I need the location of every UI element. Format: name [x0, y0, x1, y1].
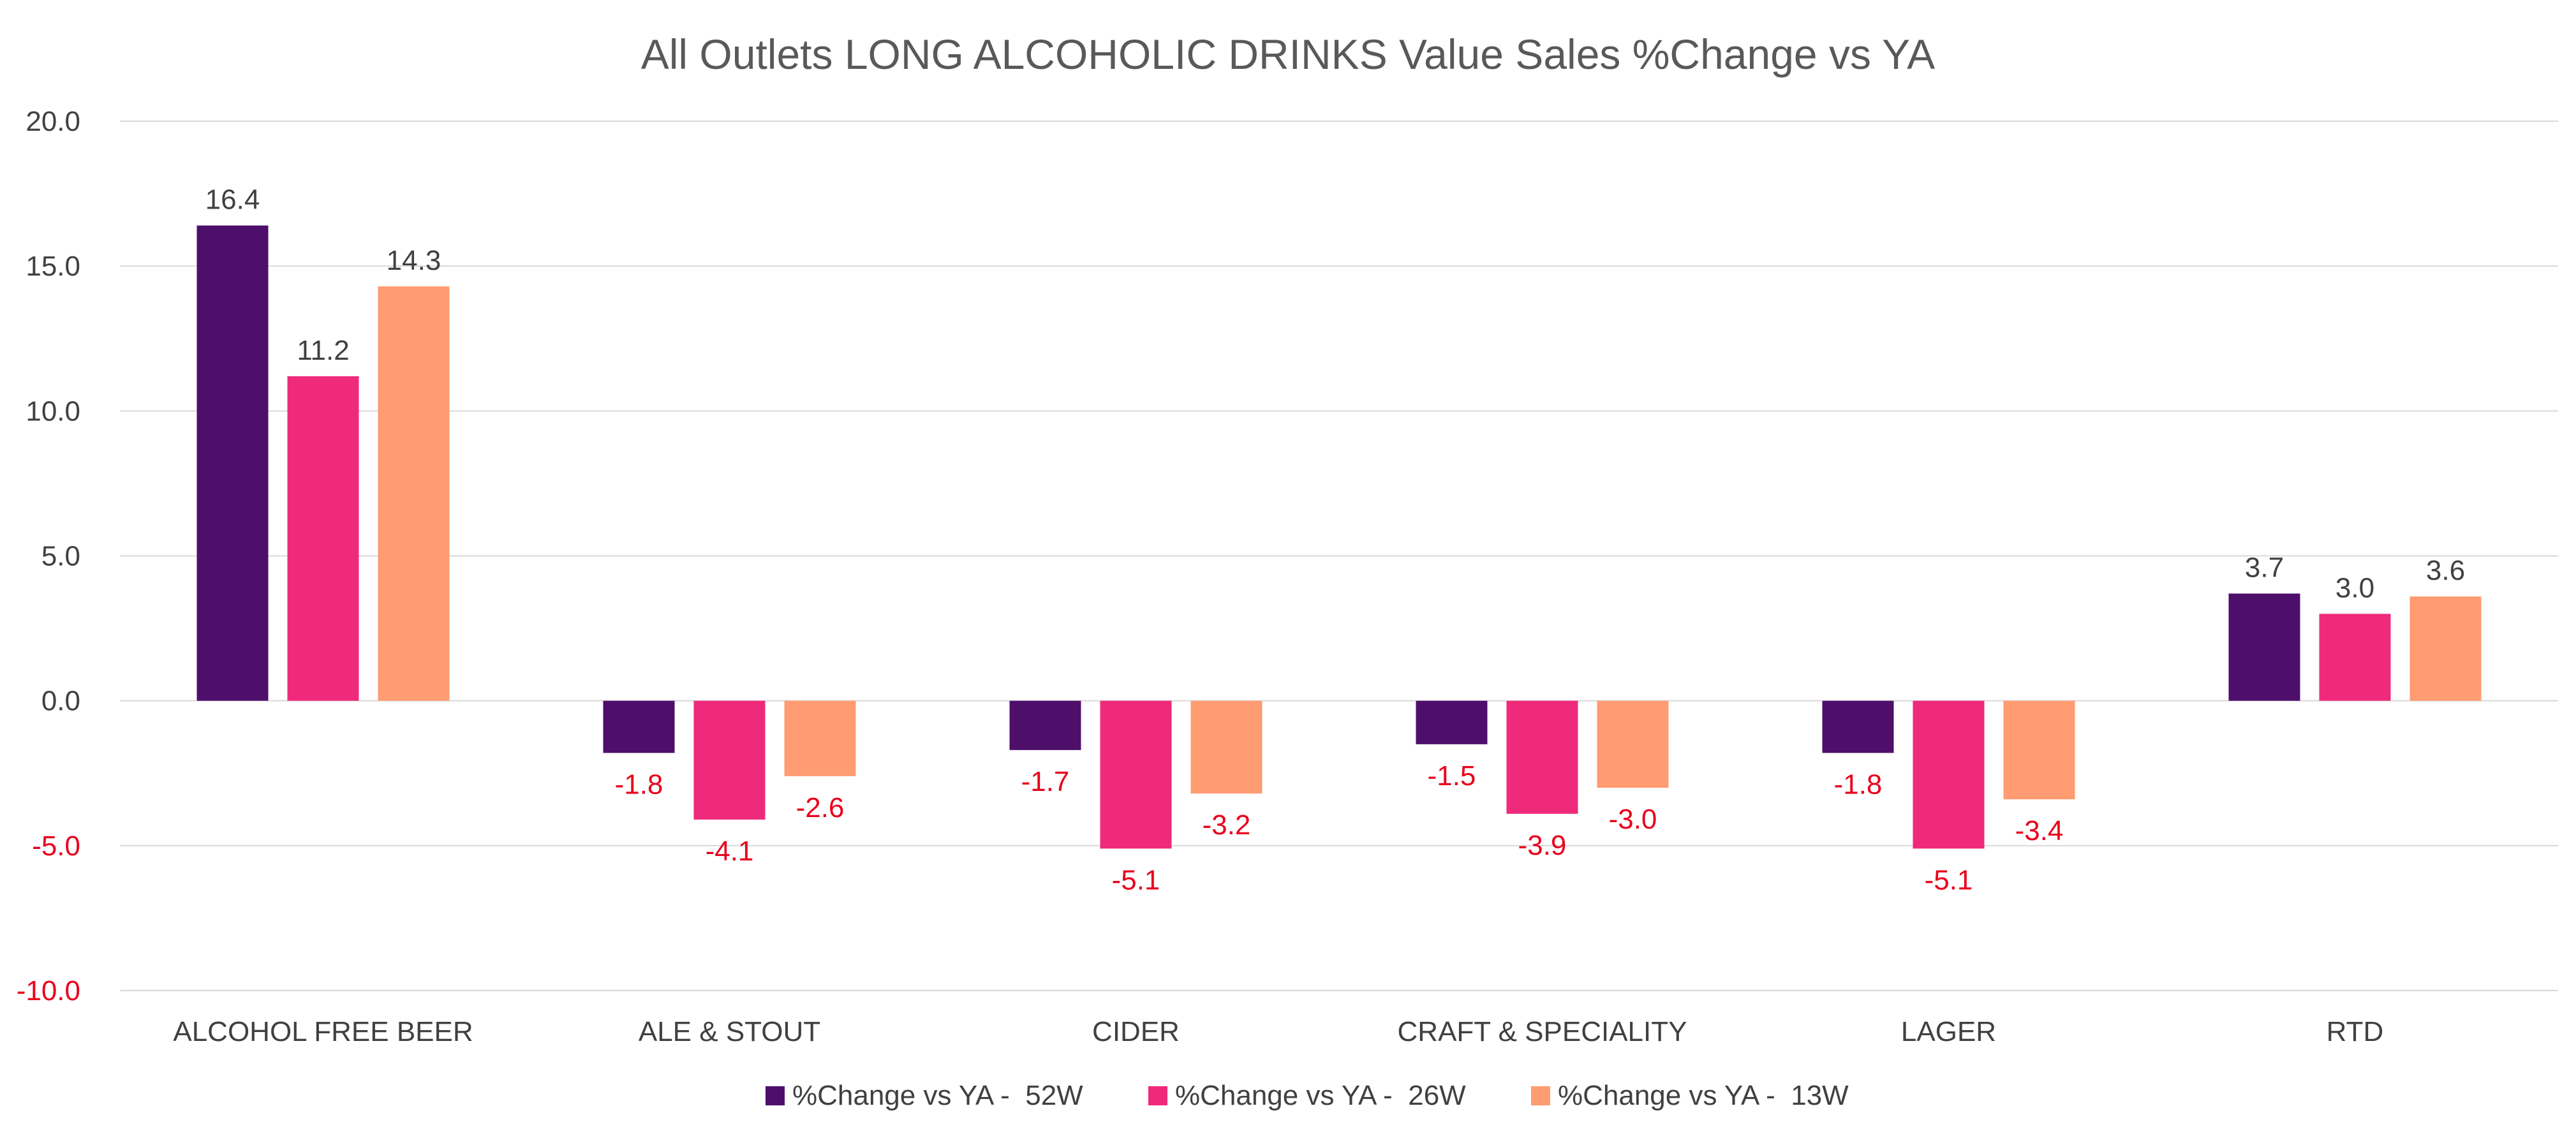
bar	[2003, 700, 2075, 800]
y-tick-label: 10.0	[26, 395, 80, 427]
y-tick-label: 0.0	[41, 686, 80, 717]
gridlines	[120, 121, 2558, 991]
legend-swatch	[1148, 1086, 1167, 1105]
bar	[1597, 700, 1669, 788]
data-label: 3.0	[2335, 572, 2374, 603]
data-label: -3.4	[2015, 815, 2064, 846]
chart-title: All Outlets LONG ALCOHOLIC DRINKS Value …	[641, 31, 1936, 78]
bar	[1100, 700, 1172, 849]
bars	[196, 225, 2482, 849]
bar	[196, 225, 269, 701]
data-label: -1.5	[1428, 760, 1476, 792]
bar	[1506, 700, 1578, 814]
bar	[378, 286, 450, 701]
data-label: -3.0	[1609, 804, 1657, 835]
x-tick-label: CIDER	[1092, 1016, 1180, 1047]
bar	[2319, 614, 2391, 701]
data-label: -3.2	[1203, 809, 1251, 841]
data-label: -5.1	[1925, 864, 1973, 896]
data-label: 14.3	[387, 245, 441, 276]
legend-label: %Change vs YA - 26W	[1175, 1080, 1466, 1111]
data-label: -4.1	[706, 836, 754, 867]
legend-label: %Change vs YA - 13W	[1558, 1080, 1849, 1111]
bar	[1822, 700, 1894, 753]
x-tick-label: CRAFT & SPECIALITY	[1398, 1016, 1687, 1047]
x-tick-label: ALCOHOL FREE BEER	[173, 1016, 473, 1047]
bar	[1913, 700, 1985, 849]
data-label: -3.9	[1518, 830, 1567, 861]
data-label: 3.7	[2245, 552, 2284, 584]
data-label: 3.6	[2426, 555, 2465, 586]
data-label: -1.7	[1021, 766, 1070, 797]
data-labels: 16.4 11.2 14.3 -1.8 -4.1 -2.6 -1.7 -5.1 -3.2 -1.5…	[205, 184, 2465, 896]
bar	[784, 700, 856, 776]
bar	[1190, 700, 1262, 794]
bar	[287, 376, 359, 701]
x-axis-ticks: ALCOHOL FREE BEER ALE & STOUT CIDER CRAFT &…	[173, 1016, 2383, 1047]
x-tick-label: ALE & STOUT	[639, 1016, 820, 1047]
bar	[1416, 700, 1488, 744]
data-label: -2.6	[796, 792, 845, 823]
bar	[693, 700, 766, 820]
bar	[1009, 700, 1081, 750]
data-label: -1.8	[1834, 769, 1883, 800]
bar	[2409, 596, 2482, 701]
y-axis-ticks: 20.0 15.0 10.0 5.0 0.0 -5.0 -10.0	[17, 106, 80, 1007]
y-tick-label: 15.0	[26, 251, 80, 282]
y-tick-label: 5.0	[41, 541, 80, 572]
y-tick-label: -5.0	[32, 830, 80, 862]
legend-swatch	[766, 1086, 785, 1105]
data-label: 11.2	[297, 335, 349, 366]
legend: %Change vs YA - 52W %Change vs YA - 26W %C…	[766, 1080, 1849, 1111]
x-tick-label: LAGER	[1901, 1016, 1996, 1047]
y-tick-label: -10.0	[17, 975, 80, 1007]
bar	[603, 700, 675, 753]
legend-label: %Change vs YA - 52W	[792, 1080, 1083, 1111]
data-label: -5.1	[1112, 864, 1160, 896]
y-tick-label: 20.0	[26, 106, 80, 137]
data-label: -1.8	[615, 769, 663, 800]
data-label: 16.4	[205, 184, 260, 216]
x-tick-label: RTD	[2327, 1016, 2384, 1047]
bar	[2228, 593, 2300, 701]
legend-swatch	[1531, 1086, 1550, 1105]
